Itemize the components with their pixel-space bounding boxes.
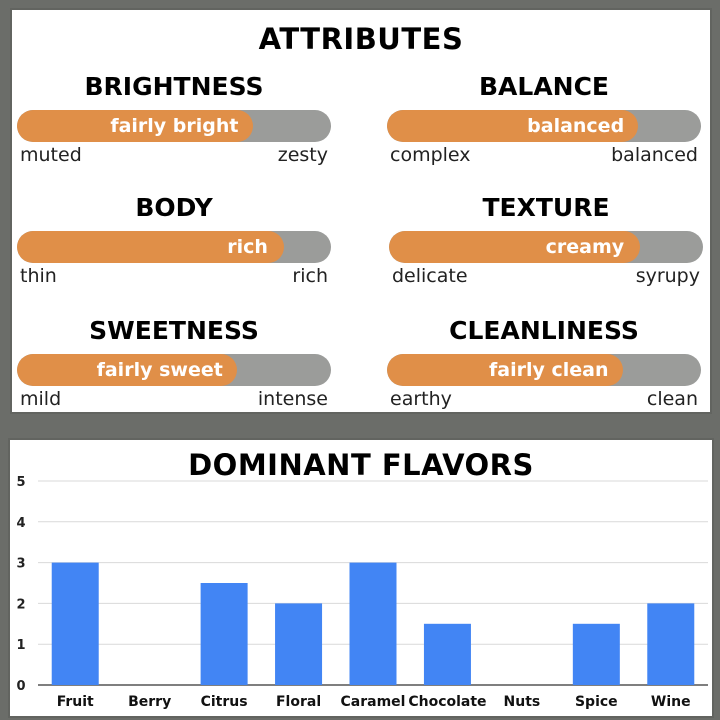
cleanliness-fill <box>387 354 623 386</box>
attribute-texture: TEXTURE creamy delicate syrupy <box>389 193 703 287</box>
body-track: rich <box>17 231 331 263</box>
attribute-name: SWEETNESS <box>89 316 259 345</box>
y-tick-label: 0 <box>16 679 25 694</box>
balance-low-label: complex <box>390 144 471 166</box>
body-value-label: rich <box>227 236 268 258</box>
bar-citrus <box>200 583 248 685</box>
cleanliness-high-label: clean <box>646 388 698 410</box>
y-tick-label: 3 <box>16 557 25 572</box>
bar-caramel <box>349 562 397 685</box>
cleanliness-track: fairly clean <box>387 354 701 386</box>
bar-spice <box>572 623 620 685</box>
body-low-label: thin <box>20 265 57 287</box>
texture-low-label: delicate <box>392 265 468 287</box>
texture-value-label: creamy <box>545 236 625 258</box>
brightness-fill <box>17 110 253 142</box>
body-high-label: rich <box>292 265 328 287</box>
bar-chart: 0 1 2 3 4 5 Fruit Berry Citrus Floral Caramel Choco… <box>16 475 708 710</box>
brightness-high-label: zesty <box>277 144 328 166</box>
x-tick-label: Caramel <box>341 694 406 710</box>
attributes-title: ATTRIBUTES <box>258 22 464 56</box>
y-tick-label: 5 <box>16 475 25 490</box>
y-tick-label: 2 <box>16 597 25 612</box>
attribute-name: CLEANLINESS <box>449 316 639 345</box>
body-fill <box>17 231 284 263</box>
attribute-sweetness: SWEETNESS fairly sweet mild intense <box>17 316 331 410</box>
y-tick-label: 4 <box>16 516 25 531</box>
bar-chocolate <box>423 623 471 685</box>
brightness-track: fairly bright <box>17 110 331 142</box>
x-tick-label: Berry <box>128 694 171 710</box>
sweetness-fill <box>17 354 237 386</box>
balance-fill <box>387 110 639 142</box>
sweetness-track: fairly sweet <box>17 354 331 386</box>
attribute-name: BALANCE <box>478 72 610 101</box>
y-tick-label: 1 <box>16 638 25 653</box>
x-tick-label: Wine <box>651 694 691 710</box>
attribute-balance: BALANCE balanced complex balanced <box>387 72 701 166</box>
balance-value-label: balanced <box>527 115 625 137</box>
x-tick-label: Citrus <box>201 694 248 710</box>
attributes-panel: ATTRIBUTES BRIGHTNESS fairly bright muted z… <box>12 10 710 412</box>
x-tick-label: Fruit <box>57 694 94 710</box>
texture-fill <box>389 231 641 263</box>
x-tick-label: Chocolate <box>408 694 486 710</box>
balance-track: balanced <box>387 110 701 142</box>
bar-wine <box>647 603 695 685</box>
dominant-flavors-panel: DOMINANT FLAVORS 0 1 2 3 4 5 Fruit Berry Citrus F… <box>10 440 712 716</box>
sweetness-value-label: fairly sweet <box>96 359 223 381</box>
cleanliness-value-label: fairly clean <box>489 359 609 381</box>
bar-fruit <box>51 562 99 685</box>
x-tick-label: Spice <box>575 694 618 710</box>
balance-high-label: balanced <box>611 144 698 166</box>
attribute-name: BRIGHTNESS <box>84 72 264 101</box>
bar-floral <box>275 603 323 685</box>
attribute-name: TEXTURE <box>482 193 610 222</box>
sweetness-low-label: mild <box>20 388 62 410</box>
texture-high-label: syrupy <box>635 265 700 287</box>
brightness-low-label: muted <box>20 144 82 166</box>
attribute-body: BODY rich thin rich <box>17 193 331 287</box>
attribute-name: BODY <box>135 193 213 222</box>
texture-track: creamy <box>389 231 703 263</box>
x-tick-label: Floral <box>276 694 321 710</box>
attribute-cleanliness: CLEANLINESS fairly clean earthy clean <box>387 316 701 410</box>
chart-title: DOMINANT FLAVORS <box>188 448 534 482</box>
brightness-value-label: fairly bright <box>110 115 239 137</box>
attribute-brightness: BRIGHTNESS fairly bright muted zesty <box>17 72 331 166</box>
sweetness-high-label: intense <box>257 388 328 410</box>
cleanliness-low-label: earthy <box>390 388 452 410</box>
x-tick-label: Nuts <box>504 694 541 710</box>
